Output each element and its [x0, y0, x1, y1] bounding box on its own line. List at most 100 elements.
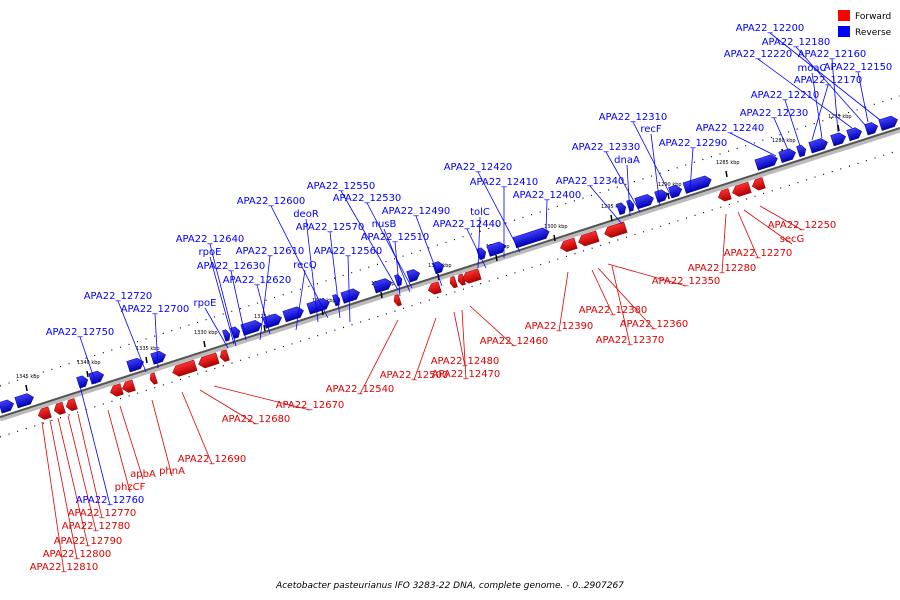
- gene-label: APA22_12170: [794, 75, 863, 86]
- leader-line: [611, 265, 631, 346]
- gene-features: [0, 115, 898, 420]
- forward-gene: [427, 281, 442, 295]
- legend-swatch-forward: [838, 10, 850, 21]
- gene-arrow: [37, 406, 52, 420]
- leader-line: [769, 32, 881, 121]
- leader-line: [413, 317, 437, 381]
- leader-line: [329, 231, 341, 319]
- gene-label: APA22_12610: [236, 246, 305, 257]
- gene-label: APA22_12670: [276, 400, 345, 411]
- leader-line: [773, 117, 789, 151]
- genome-caption: Acetobacter pasteurianus IFO 3283-22 DNA…: [275, 581, 624, 591]
- leader-line: [743, 209, 793, 245]
- gene-label: APA22_12530: [333, 193, 402, 204]
- gene-label: APA22_12270: [724, 248, 793, 259]
- gene-arrow: [830, 132, 846, 147]
- leader-line: [729, 132, 777, 157]
- gene-arrow: [864, 122, 879, 136]
- gene-label: phzCF: [115, 482, 146, 493]
- tick-label: 1290 kbp: [658, 182, 682, 188]
- gene-arrow: [222, 329, 231, 342]
- reverse-gene: [406, 269, 421, 283]
- reverse-gene: [654, 189, 669, 203]
- gene-label: APA22_12280: [688, 263, 757, 274]
- forward-gene: [109, 383, 124, 397]
- gene-label: APA22_12400: [513, 190, 582, 201]
- reverse-gene: [846, 127, 862, 142]
- gene-label: APA22_12630: [197, 261, 266, 272]
- gene-label: rpoE: [199, 247, 222, 258]
- gene-arrow: [88, 370, 104, 385]
- gene-arrow: [306, 298, 330, 315]
- gene-arrow: [796, 144, 807, 158]
- gene-arrow: [754, 154, 778, 171]
- gene-label: APA22_12220: [724, 49, 793, 60]
- forward-gene: [65, 398, 78, 412]
- gene-label: APA22_12180: [762, 37, 831, 48]
- reverse-gene: [830, 132, 846, 147]
- leader-line: [626, 164, 631, 217]
- leader-line: [650, 133, 661, 207]
- gene-arrow: [634, 194, 654, 210]
- gene-arrow: [126, 357, 144, 373]
- leader-line: [591, 269, 614, 316]
- reverse-gene: [796, 144, 807, 158]
- gene-label: APA22_12810: [30, 562, 99, 573]
- reverse-gene: [372, 278, 392, 294]
- tick-label: 1330 kbp: [194, 330, 218, 336]
- gene-label: APA22_12210: [751, 90, 820, 101]
- reverse-gene: [512, 227, 550, 249]
- gene-arrow: [717, 188, 732, 202]
- gene-label: nusB: [372, 219, 397, 230]
- leader-line: [181, 391, 213, 465]
- gene-label: APA22_12570: [296, 222, 365, 233]
- reverse-gene: [14, 393, 34, 409]
- gene-label: APA22_12200: [736, 23, 805, 34]
- leader-line: [154, 313, 159, 369]
- gene-arrow: [578, 230, 600, 247]
- gene-label: recQ: [293, 260, 317, 271]
- leader-line: [558, 271, 569, 332]
- gene-label: APA22_12370: [596, 335, 665, 346]
- gene-label: secG: [780, 234, 805, 245]
- leader-line: [605, 151, 641, 213]
- tick-mark: [203, 340, 206, 348]
- reverse-gene: [340, 288, 360, 304]
- leader-line: [41, 421, 65, 573]
- gene-label: APA22_12790: [54, 536, 123, 547]
- gene-arrow: [76, 375, 89, 389]
- gene-label: APA22_12310: [599, 112, 668, 123]
- gene-arrow: [846, 127, 862, 142]
- forward-gene: [604, 221, 628, 238]
- legend: Forward Reverse: [838, 10, 892, 38]
- reverse-gene: [616, 202, 627, 216]
- gene-label: APA22_12330: [572, 142, 641, 153]
- tick-mark: [610, 214, 613, 222]
- leader-line: [259, 255, 271, 341]
- tick-mark: [837, 124, 840, 132]
- tick-label: 1285 kbp: [716, 160, 740, 166]
- leader-line: [107, 409, 131, 493]
- gene-label: APA22_12510: [361, 232, 430, 243]
- leader-line: [857, 71, 869, 123]
- gene-arrow: [616, 202, 627, 216]
- leader-line: [477, 216, 481, 269]
- gene-arrow: [240, 320, 262, 336]
- upper-guide-line: [0, 95, 900, 387]
- gene-arrow: [427, 281, 442, 295]
- gene-arrow: [65, 398, 78, 412]
- gene-label: APA22_12160: [798, 49, 867, 60]
- leader-line: [295, 269, 306, 331]
- gene-arrow: [732, 181, 752, 197]
- leader-line: [784, 99, 801, 147]
- leader-line: [466, 228, 487, 269]
- reverse-gene: [150, 350, 166, 365]
- tick-mark: [553, 234, 556, 242]
- gene-label: APA22_12460: [480, 336, 549, 347]
- gene-arrow: [604, 221, 628, 238]
- gene-label: APA22_12250: [768, 220, 837, 231]
- leader-line: [737, 211, 759, 259]
- tick-label: 1275 kbp: [828, 114, 852, 120]
- leader-line: [469, 305, 515, 347]
- gene-arrow: [462, 268, 482, 284]
